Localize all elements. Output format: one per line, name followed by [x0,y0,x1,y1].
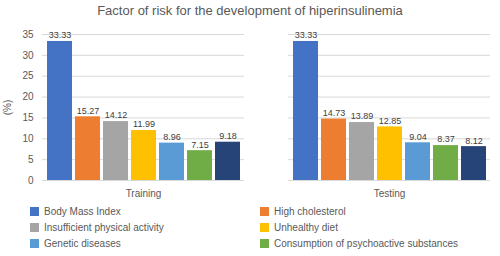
svg-text:Testing: Testing [374,188,406,199]
html-text:Genetic diseases: Genetic diseases [44,237,121,249]
svg-text:15.27: 15.27 [77,106,100,116]
svg-text:11.99: 11.99 [133,119,155,129]
svg-text:14.12: 14.12 [105,110,128,120]
svg-text:5: 5 [28,154,34,165]
svg-text:(%): (%) [2,100,13,116]
svg-text:12.85: 12.85 [379,116,402,126]
svg-text:33.33: 33.33 [49,30,72,40]
html-text:High cholesterol: High cholesterol [274,205,346,217]
svg-text:0: 0 [28,175,34,186]
svg-text:8.37: 8.37 [437,134,455,144]
svg-text:8.96: 8.96 [163,132,181,142]
svg-text:10: 10 [22,133,34,144]
svg-text:9.04: 9.04 [409,132,427,142]
html-text:Consumption of psychoactive su: Consumption of psychoactive substances [274,237,458,249]
svg-text:15: 15 [22,112,34,123]
svg-text:9.18: 9.18 [219,131,237,141]
svg-text:25: 25 [22,70,34,81]
svg-text:13.89: 13.89 [351,111,374,121]
html-text:Factor of risk for the develop: Factor of risk for the development of hi… [97,3,403,18]
svg-text:30: 30 [22,50,34,61]
svg-text:35: 35 [22,29,34,40]
svg-text:8.12: 8.12 [465,136,483,146]
svg-text:33.33: 33.33 [295,30,318,40]
html-text:Unhealthy diet: Unhealthy diet [274,221,338,233]
svg-text:Training: Training [126,188,162,199]
svg-text:7.15: 7.15 [191,140,209,150]
html-text:Insufficient physical activity: Insufficient physical activity [44,221,164,233]
svg-text:20: 20 [22,91,34,102]
svg-text:14.73: 14.73 [323,108,346,118]
html-text:Body Mass Index: Body Mass Index [44,205,121,217]
